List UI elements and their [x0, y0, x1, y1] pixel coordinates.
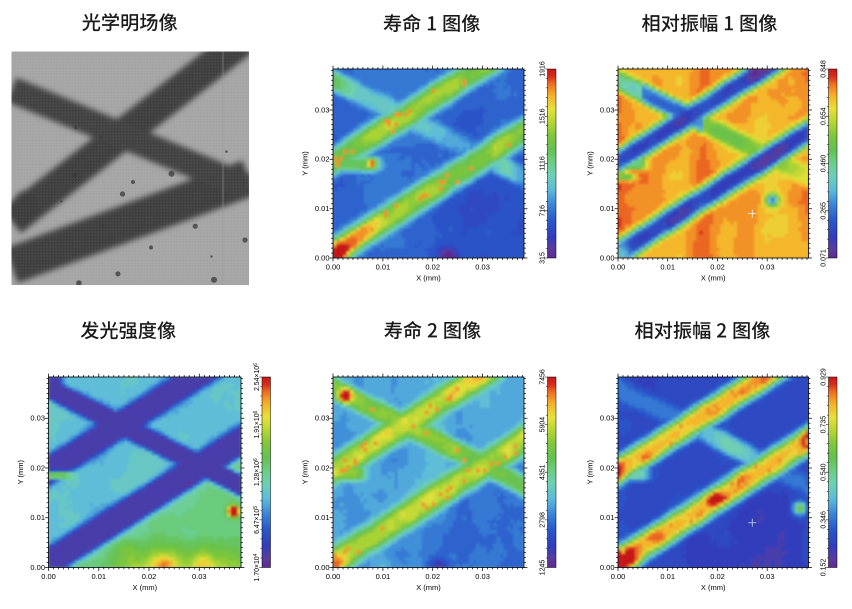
svg-text:0.03: 0.03	[475, 263, 490, 272]
svg-text:1245: 1245	[540, 560, 547, 576]
svg-text:0.03: 0.03	[315, 105, 330, 114]
svg-text:0.02: 0.02	[710, 263, 725, 272]
svg-text:0.00: 0.00	[41, 572, 56, 581]
svg-text:0.00: 0.00	[326, 263, 341, 272]
svg-text:0.735: 0.735	[821, 416, 828, 434]
svg-text:Y (mm): Y (mm)	[301, 459, 310, 484]
svg-text:0.460: 0.460	[821, 155, 828, 173]
svg-text:0.01: 0.01	[91, 572, 106, 581]
svg-text:1.28×106: 1.28×106	[253, 458, 261, 486]
svg-text:X (mm): X (mm)	[416, 274, 441, 283]
svg-text:0.01: 0.01	[600, 513, 615, 522]
svg-text:0.01: 0.01	[315, 204, 330, 213]
svg-text:0.00: 0.00	[30, 563, 45, 572]
svg-text:0.01: 0.01	[315, 513, 330, 522]
svg-text:0.03: 0.03	[315, 414, 330, 423]
svg-text:0.071: 0.071	[821, 249, 828, 267]
svg-text:4351: 4351	[540, 464, 547, 480]
svg-text:Y (mm): Y (mm)	[586, 151, 595, 176]
svg-text:0.03: 0.03	[192, 572, 207, 581]
svg-text:0.00: 0.00	[315, 253, 330, 262]
svg-text:X (mm): X (mm)	[701, 274, 726, 283]
svg-text:0.01: 0.01	[376, 263, 391, 272]
svg-text:0.00: 0.00	[600, 563, 615, 572]
svg-text:0.03: 0.03	[760, 263, 775, 272]
svg-text:0.654: 0.654	[821, 107, 828, 125]
svg-text:0.02: 0.02	[315, 463, 330, 472]
svg-text:1916: 1916	[540, 61, 547, 77]
svg-text:2798: 2798	[540, 512, 547, 528]
svg-text:0.02: 0.02	[315, 155, 330, 164]
svg-text:0.03: 0.03	[475, 572, 490, 581]
svg-text:1.91×106: 1.91×106	[253, 410, 261, 438]
svg-text:0.346: 0.346	[821, 511, 828, 529]
svg-text:X (mm): X (mm)	[701, 583, 726, 592]
svg-text:0.848: 0.848	[821, 60, 828, 78]
svg-text:Y (mm): Y (mm)	[586, 459, 595, 484]
svg-text:0.152: 0.152	[821, 559, 828, 577]
svg-text:0.01: 0.01	[30, 513, 45, 522]
svg-text:7456: 7456	[540, 369, 547, 385]
svg-text:0.00: 0.00	[600, 253, 615, 262]
svg-text:0.02: 0.02	[600, 155, 615, 164]
svg-text:0.02: 0.02	[600, 463, 615, 472]
svg-text:X (mm): X (mm)	[133, 583, 158, 592]
svg-text:1.70×104: 1.70×104	[253, 553, 261, 581]
svg-text:0.01: 0.01	[600, 204, 615, 213]
svg-text:0.01: 0.01	[376, 572, 391, 581]
svg-text:Y (mm): Y (mm)	[16, 459, 25, 484]
svg-text:2.54×106: 2.54×106	[253, 363, 261, 391]
svg-text:0.01: 0.01	[660, 263, 675, 272]
svg-text:Y (mm): Y (mm)	[301, 151, 310, 176]
svg-text:0.02: 0.02	[30, 463, 45, 472]
svg-text:0.00: 0.00	[326, 572, 341, 581]
svg-text:1516: 1516	[540, 108, 547, 124]
svg-text:0.02: 0.02	[425, 572, 440, 581]
svg-text:1116: 1116	[540, 156, 547, 171]
svg-text:0.02: 0.02	[142, 572, 157, 581]
svg-text:5904: 5904	[540, 417, 547, 433]
svg-text:315: 315	[540, 252, 547, 264]
svg-text:0.929: 0.929	[821, 368, 828, 386]
svg-text:0.01: 0.01	[660, 572, 675, 581]
svg-text:0.02: 0.02	[425, 263, 440, 272]
svg-text:0.00: 0.00	[611, 572, 626, 581]
svg-text:716: 716	[540, 205, 547, 217]
svg-text:0.03: 0.03	[600, 414, 615, 423]
svg-text:X (mm): X (mm)	[416, 583, 441, 592]
svg-text:0.03: 0.03	[30, 414, 45, 423]
svg-text:0.03: 0.03	[760, 572, 775, 581]
svg-text:0.540: 0.540	[821, 463, 828, 481]
svg-text:0.03: 0.03	[600, 105, 615, 114]
svg-text:0.00: 0.00	[315, 563, 330, 572]
svg-text:0.265: 0.265	[821, 202, 828, 220]
svg-text:0.00: 0.00	[611, 263, 626, 272]
svg-text:6.47×105: 6.47×105	[253, 506, 261, 534]
svg-text:0.02: 0.02	[710, 572, 725, 581]
